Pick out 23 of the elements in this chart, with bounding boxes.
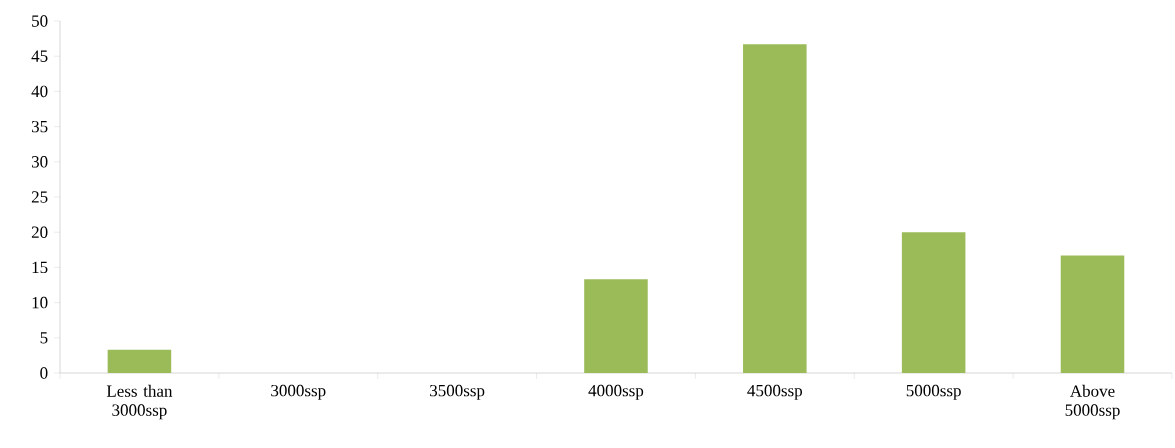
x-tick-label: 4000ssp bbox=[588, 384, 644, 400]
y-tick-label: 10 bbox=[32, 296, 48, 309]
y-tick-label: 40 bbox=[31, 85, 48, 98]
bar bbox=[1060, 255, 1125, 373]
x-tick-label: 4500ssp bbox=[747, 384, 803, 400]
y-tick-label: 20 bbox=[31, 226, 48, 238]
x-tick-label: 3000ssp bbox=[271, 384, 326, 400]
x-tick-label: 3500ssp bbox=[430, 384, 485, 400]
x-tick-label: Above 5000ssp bbox=[1065, 384, 1120, 420]
y-tick-label: 15 bbox=[32, 261, 48, 274]
bar bbox=[107, 349, 172, 373]
x-tick-label: Less than 3000ssp bbox=[106, 384, 173, 420]
bar bbox=[901, 232, 966, 373]
y-tick-label: 30 bbox=[31, 156, 48, 168]
bar bbox=[743, 44, 807, 373]
y-tick-label: 0 bbox=[40, 367, 48, 379]
y-tick-label: 35 bbox=[31, 120, 48, 133]
y-tick-label: 45 bbox=[31, 50, 48, 62]
y-tick-label: 5 bbox=[40, 332, 48, 344]
bar bbox=[584, 279, 648, 373]
x-tick-label: 5000ssp bbox=[906, 384, 961, 400]
y-tick-label: 25 bbox=[31, 191, 48, 203]
y-tick-label: 50 bbox=[32, 15, 48, 27]
